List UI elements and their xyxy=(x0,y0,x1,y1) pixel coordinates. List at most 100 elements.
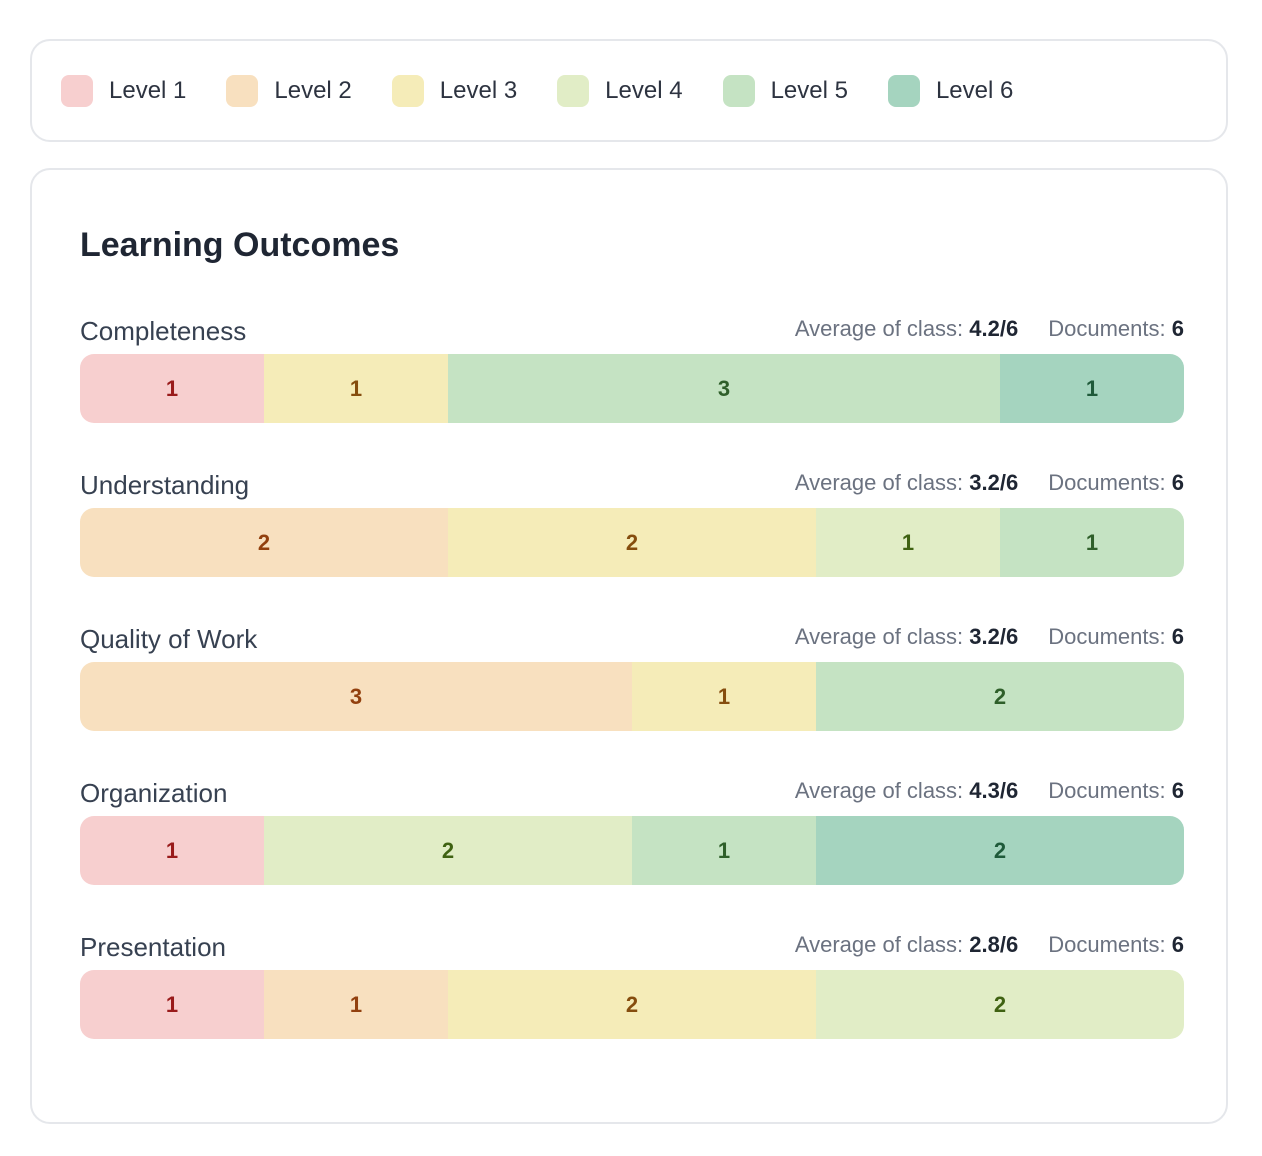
segment-label: 3 xyxy=(717,375,731,401)
legend-swatch xyxy=(61,74,93,107)
segment-label: 3 xyxy=(349,683,363,709)
segment-label: 1 xyxy=(165,375,179,401)
stacked-bar: 1 1 3 1 xyxy=(80,354,1184,423)
documents-label: Documents: xyxy=(1048,470,1166,495)
outcome-stats: Average of class: 3.2/6 Documents: 6 xyxy=(795,470,1184,496)
segment-label: 1 xyxy=(1085,375,1099,401)
documents-value: 6 xyxy=(1171,932,1184,957)
outcome-stats: Average of class: 4.3/6 Documents: 6 xyxy=(795,778,1184,804)
outcome-name: Presentation xyxy=(80,932,226,962)
segment-label: 2 xyxy=(625,991,639,1017)
bar-segment: 1 xyxy=(80,354,264,423)
legend-item: Level 5 xyxy=(722,74,848,107)
segment-label: 1 xyxy=(349,991,363,1017)
legend-label: Level 2 xyxy=(274,76,352,104)
segment-label: 1 xyxy=(1085,529,1099,555)
bar-segment: 1 xyxy=(1000,508,1184,577)
segment-label: 1 xyxy=(165,837,179,863)
outcome-name: Understanding xyxy=(80,470,250,500)
average-value: 3.2/6 xyxy=(969,470,1019,495)
average-value: 4.3/6 xyxy=(969,778,1019,803)
documents-label: Documents: xyxy=(1048,316,1166,341)
outcome-name: Completeness xyxy=(80,316,247,346)
average-label: Average of class: xyxy=(794,932,964,957)
stacked-bar: 1 1 2 2 xyxy=(80,970,1184,1039)
documents-label: Documents: xyxy=(1048,778,1166,803)
bar-segment: 2 xyxy=(264,816,632,885)
documents-label: Documents: xyxy=(1048,932,1166,957)
average-value: 4.2/6 xyxy=(969,316,1019,341)
stacked-bar: 2 2 1 1 xyxy=(80,508,1184,577)
outcome-name: Quality of Work xyxy=(80,624,258,654)
outcome-stats: Average of class: 4.2/6 Documents: 6 xyxy=(795,316,1184,342)
outcome-row: Understanding Average of class: 3.2/6 Docu… xyxy=(80,470,1184,600)
bar-segment: 1 xyxy=(264,970,448,1039)
average-label: Average of class: xyxy=(794,778,964,803)
segment-label: 2 xyxy=(993,837,1007,863)
segment-label: 2 xyxy=(441,837,455,863)
bar-segment: 1 xyxy=(264,354,448,423)
bar-segment: 2 xyxy=(816,970,1184,1039)
legend-item: Level 2 xyxy=(226,74,352,107)
bar-segment: 2 xyxy=(448,970,816,1039)
bar-segment: 2 xyxy=(448,508,816,577)
legend-label: Level 3 xyxy=(439,76,518,104)
bar-segment: 2 xyxy=(816,816,1184,885)
stacked-bar: 3 1 2 xyxy=(80,662,1184,731)
outcome-row: Organization Average of class: 4.3/6 Docum… xyxy=(80,778,1184,908)
segment-label: 2 xyxy=(257,529,271,555)
stacked-bar: 1 2 1 2 xyxy=(80,816,1184,885)
legend-swatch xyxy=(722,74,755,107)
segment-label: 1 xyxy=(165,991,179,1017)
outcome-stats: Average of class: 3.2/6 Documents: 6 xyxy=(795,624,1184,650)
bar-segment: 1 xyxy=(80,970,264,1039)
legend-label: Level 5 xyxy=(770,76,848,104)
legend-label: Level 4 xyxy=(605,76,683,104)
legend-swatch xyxy=(391,74,424,107)
legend-label: Level 1 xyxy=(109,76,187,104)
segment-label: 2 xyxy=(993,991,1007,1017)
average-label: Average of class: xyxy=(794,316,964,341)
bar-segment: 1 xyxy=(632,662,816,731)
chart-card: Learning Outcomes Completeness Average of… xyxy=(30,168,1228,1124)
average-label: Average of class: xyxy=(794,470,964,495)
outcome-row: Quality of Work Average of class: 3.2/6 Do… xyxy=(80,624,1184,754)
documents-value: 6 xyxy=(1171,778,1184,803)
legend-item: Level 3 xyxy=(391,74,518,107)
legend-swatch xyxy=(887,74,920,107)
average-value: 3.2/6 xyxy=(969,624,1019,649)
legend-item: Level 1 xyxy=(61,74,187,107)
legend-swatch xyxy=(557,74,590,107)
bar-segment: 3 xyxy=(448,354,1000,423)
bar-segment: 2 xyxy=(816,662,1184,731)
bar-segment: 3 xyxy=(80,662,632,731)
chart-title: Learning Outcomes xyxy=(80,226,400,264)
legend: Level 1 Level 2 Level 3 Level 4 Level 5 Level… xyxy=(30,39,1228,142)
bar-segment: 1 xyxy=(1000,354,1184,423)
segment-label: 1 xyxy=(349,375,363,401)
outcome-stats: Average of class: 2.8/6 Documents: 6 xyxy=(795,932,1184,958)
legend-item: Level 4 xyxy=(557,74,683,107)
bar-segment: 1 xyxy=(816,508,1000,577)
segment-label: 1 xyxy=(717,683,731,709)
outcome-row: Completeness Average of class: 4.2/6 Docum… xyxy=(80,316,1184,446)
bar-segment: 1 xyxy=(632,816,816,885)
documents-value: 6 xyxy=(1171,316,1184,341)
segment-label: 1 xyxy=(901,529,915,555)
average-label: Average of class: xyxy=(794,624,964,649)
bar-segment: 1 xyxy=(80,816,264,885)
outcome-row: Presentation Average of class: 2.8/6 Docum… xyxy=(80,932,1184,1062)
segment-label: 2 xyxy=(993,683,1007,709)
documents-value: 6 xyxy=(1171,624,1184,649)
legend-label: Level 6 xyxy=(935,76,1014,104)
segment-label: 2 xyxy=(625,529,639,555)
segment-label: 1 xyxy=(717,837,731,863)
bar-segment: 2 xyxy=(80,508,448,577)
legend-swatch xyxy=(226,74,259,107)
average-value: 2.8/6 xyxy=(969,932,1019,957)
documents-value: 6 xyxy=(1171,470,1184,495)
documents-label: Documents: xyxy=(1048,624,1166,649)
legend-item: Level 6 xyxy=(887,74,1014,107)
outcome-name: Organization xyxy=(80,778,228,808)
